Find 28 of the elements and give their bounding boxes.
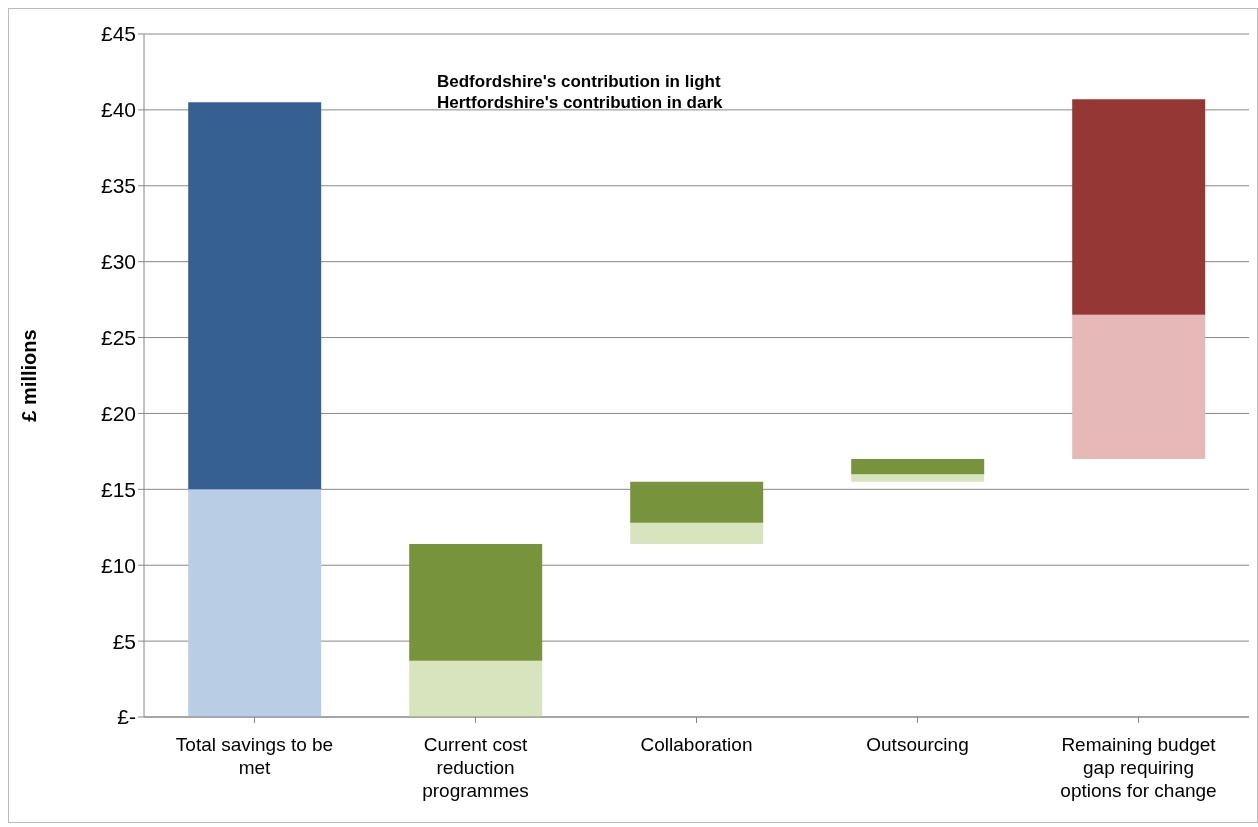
bar (630, 522, 764, 544)
bar (851, 458, 985, 475)
x-tick-label: Remaining budget gap requiring options for change (1060, 734, 1217, 801)
y-tick-label: £30 (100, 250, 136, 274)
x-tick-label: Collaboration (640, 734, 753, 755)
bar (1072, 314, 1206, 459)
bar (188, 489, 322, 717)
bar (630, 481, 764, 523)
y-tick-label: £45 (100, 22, 136, 46)
x-tick-label: Current cost reduction programmes (422, 734, 529, 801)
y-tick-label: £10 (100, 553, 136, 577)
bar (188, 102, 322, 490)
x-tick-label: Total savings to be met (175, 734, 334, 778)
y-axis-title: £ millions (18, 329, 41, 422)
bar (409, 543, 543, 661)
bar (409, 660, 543, 717)
annotation: Hertfordshire's contribution in dark (437, 92, 723, 113)
y-tick-label: £25 (100, 326, 136, 350)
y-tick-label: £5 (112, 629, 136, 653)
y-tick-label: £- (117, 705, 136, 729)
bar (1072, 99, 1206, 315)
annotation: Bedfordshire's contribution in light (437, 71, 722, 92)
bar (851, 474, 985, 482)
y-tick-label: £40 (100, 98, 136, 122)
y-tick-label: £20 (100, 401, 136, 425)
y-tick-label: £35 (100, 174, 136, 198)
x-tick-label: Outsourcing (866, 734, 969, 755)
y-tick-label: £15 (100, 477, 136, 501)
